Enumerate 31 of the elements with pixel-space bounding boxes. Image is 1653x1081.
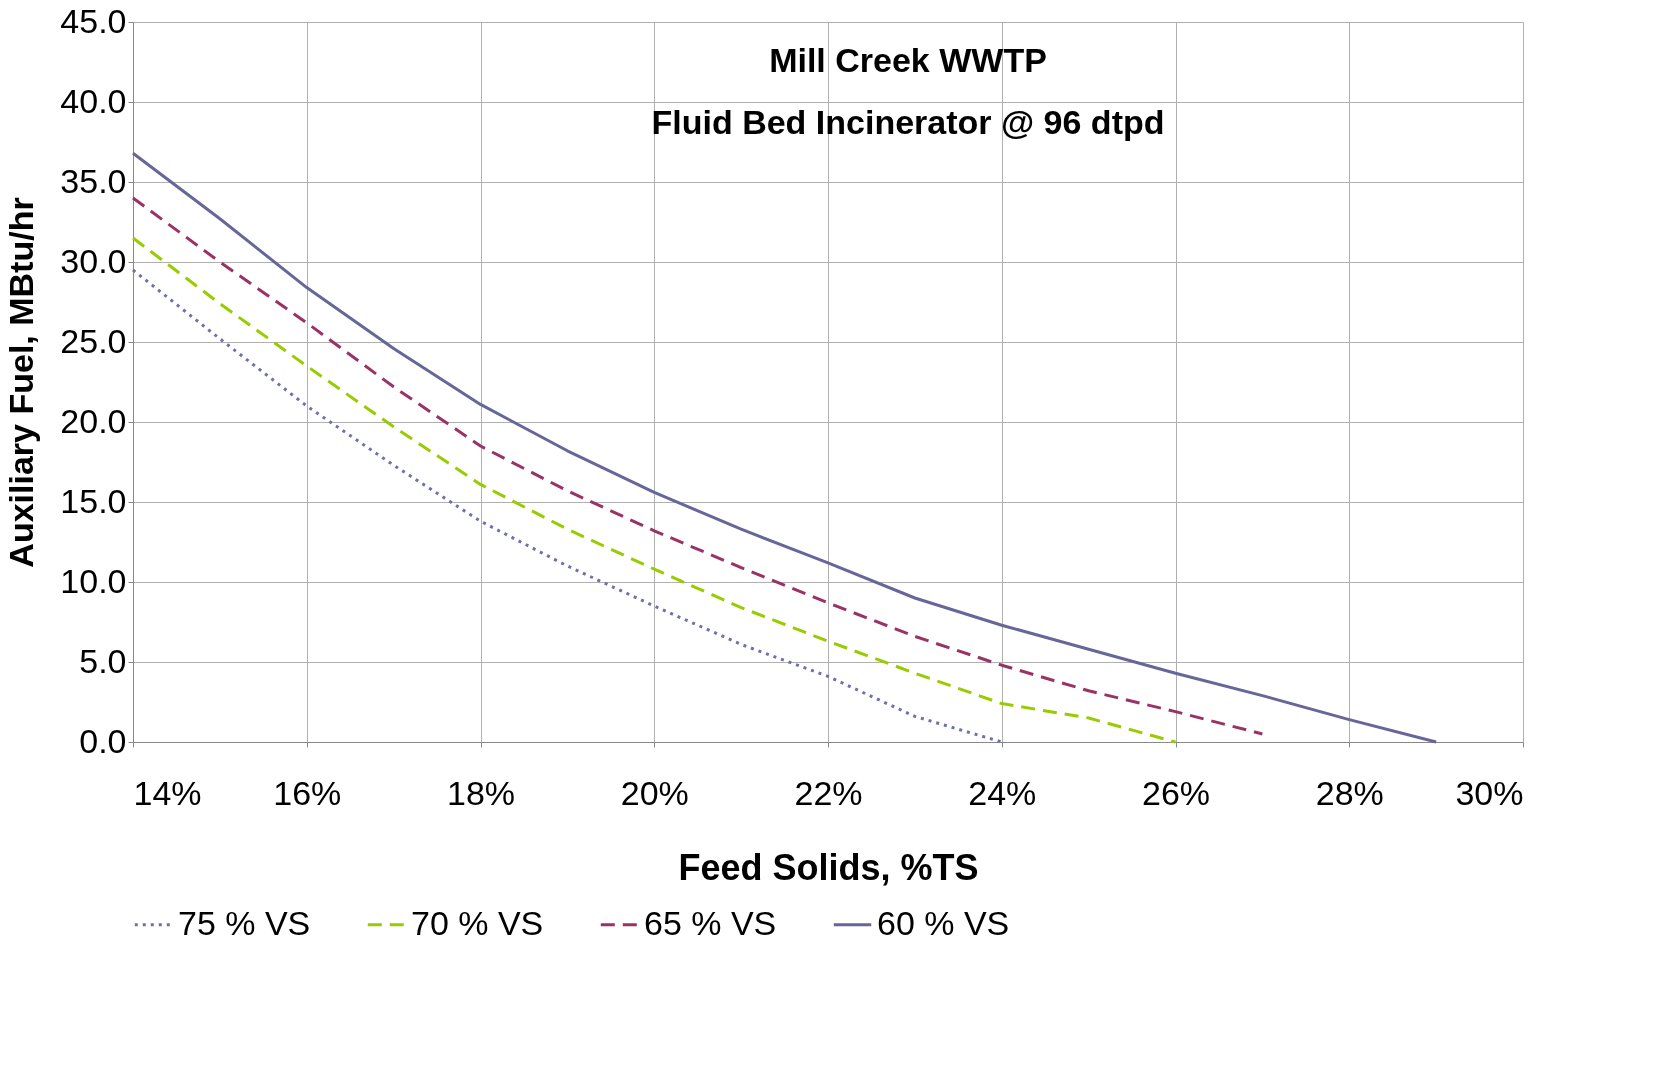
y-tick-label: 0.0 [79,721,127,760]
x-tick-label: 16% [273,773,342,812]
x-tick-label: 30% [1455,773,1524,812]
y-tick-label: 5.0 [79,641,127,680]
x-tick-label: 18% [446,773,516,812]
y-tick-label: 30.0 [60,241,127,280]
y-axis-title: Auxiliary Fuel, MBtu/hr [2,197,41,568]
x-tick-label: 22% [794,773,863,812]
y-tick-label: 15.0 [60,481,127,520]
legend-label: 70 % VS [411,903,544,942]
y-tick-label: 25.0 [60,321,127,360]
text: Mill Creek WWTP [769,41,1047,79]
x-tick-label: 24% [968,773,1037,812]
x-tick-label: 28% [1315,773,1384,812]
text: Fluid Bed Incinerator @ 96 dtpd [651,103,1165,141]
x-tick-label: 20% [620,773,689,812]
y-tick-label: 20.0 [60,401,127,440]
y-tick-label: 45.0 [60,1,127,40]
legend-label: 60 % VS [877,903,1010,942]
y-tick-label: 35.0 [60,161,127,200]
y-tick-label: 10.0 [60,561,127,600]
line-series [131,196,1264,736]
legend-label: 65 % VS [644,903,777,942]
y-tick-label: 40.0 [60,81,127,120]
line-series [131,236,1177,744]
line-series [131,268,1004,744]
x-tick-label: 26% [1141,773,1211,812]
x-tick-label: 14% [133,773,202,812]
legend-label: 75 % VS [178,903,311,942]
line-series [131,151,1438,744]
x-axis-title: Feed Solids, %TS [678,846,979,888]
